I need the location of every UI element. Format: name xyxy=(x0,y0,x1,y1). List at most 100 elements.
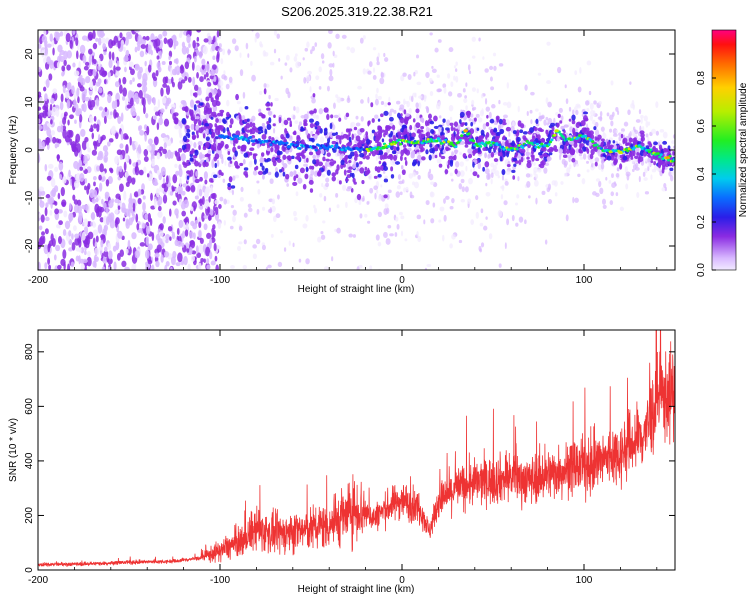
spectrogram-cell xyxy=(95,37,99,42)
spectrogram-cell xyxy=(423,219,426,225)
spectrogram-cell xyxy=(546,80,552,85)
spectrogram-cell xyxy=(520,156,524,163)
spectrogram-cell xyxy=(375,135,380,142)
spectrogram-cell xyxy=(206,232,212,239)
spectrogram-cell xyxy=(44,163,48,172)
spectrogram-cell xyxy=(103,51,107,56)
spectrogram-cell xyxy=(622,155,628,161)
ridge-point xyxy=(626,149,630,153)
spectrogram-cell xyxy=(68,247,73,252)
spectrogram-cell xyxy=(67,263,71,270)
spectrogram-cell xyxy=(194,219,199,224)
spectrogram-cell xyxy=(381,138,385,143)
spectrogram-cell xyxy=(162,148,167,155)
spectrogram-cell xyxy=(94,85,98,92)
spectrogram-cell xyxy=(104,106,108,113)
spectrogram-cell xyxy=(164,264,168,270)
spectrogram-cell xyxy=(227,151,231,155)
spectrogram-cell xyxy=(47,243,51,253)
spectrogram-cell xyxy=(442,234,445,242)
spectrogram-cell xyxy=(588,141,592,147)
spectrogram-cell xyxy=(393,109,397,114)
spectrogram-cell xyxy=(134,63,140,70)
y-tick-label: -10 xyxy=(24,190,35,205)
spectrogram-cell xyxy=(613,133,618,137)
spectrogram-cell xyxy=(286,155,292,160)
x-tick-label: -100 xyxy=(210,275,230,286)
spectrogram-cell xyxy=(223,70,226,75)
spectrogram-cell xyxy=(140,39,147,45)
spectrogram-cell xyxy=(313,207,317,214)
spectrogram-cell xyxy=(592,191,597,196)
spectrogram-cell xyxy=(175,170,180,176)
spectrogram-cell xyxy=(336,227,341,234)
ridge-point xyxy=(342,146,346,150)
spectrogram-cell xyxy=(411,171,417,177)
spectrogram-cell xyxy=(498,63,504,67)
spectrogram-cell xyxy=(579,156,584,160)
spectrogram-cell xyxy=(184,76,188,82)
spectrogram-cell xyxy=(181,144,186,151)
spectrogram-cell xyxy=(318,66,322,73)
spectrogram-cell xyxy=(216,144,221,151)
spectrogram-cell xyxy=(384,102,388,107)
spectrogram-cell xyxy=(409,136,415,141)
spectrogram-cell xyxy=(467,64,471,71)
spectrogram-cell xyxy=(195,245,199,254)
spectrogram-cell xyxy=(436,158,442,164)
spectrogram-cell xyxy=(360,99,364,104)
spectrogram-cell xyxy=(145,236,150,246)
spectrogram-cell xyxy=(640,136,645,142)
spectrogram-cell xyxy=(295,106,300,114)
x-tick-label: -200 xyxy=(28,575,48,586)
spectrogram-cell xyxy=(266,123,272,131)
spectrogram-cell xyxy=(504,242,507,250)
spectrogram-cell xyxy=(651,168,657,173)
spectrogram-cell xyxy=(335,33,340,40)
spectrogram-cell xyxy=(305,75,311,83)
spectrogram-cell xyxy=(189,157,194,162)
spectrogram-cell xyxy=(168,60,173,66)
spectrogram-cell xyxy=(309,122,314,129)
spectrogram-cell xyxy=(245,301,248,305)
spectrogram-cell xyxy=(283,247,287,252)
spectrogram-cell xyxy=(160,166,166,176)
spectrogram-cell xyxy=(303,121,307,127)
spectrogram-cell xyxy=(293,130,297,136)
spectrogram-cell xyxy=(278,169,283,173)
spectrogram-cell xyxy=(211,88,218,95)
spectrogram-cell xyxy=(153,198,157,209)
spectrogram-cell xyxy=(628,151,634,158)
spectrogram-cell xyxy=(315,75,320,81)
spectrogram-cell xyxy=(236,101,241,105)
spectrogram-cell xyxy=(375,234,380,241)
spectrogram-cell xyxy=(400,165,404,170)
spectrogram-cell xyxy=(361,272,364,277)
spectrogram-cell xyxy=(136,44,141,52)
spectrogram-cell xyxy=(401,179,405,184)
spectrogram-cell xyxy=(48,196,55,205)
spectrogram-cell xyxy=(486,114,489,119)
spectrogram-cell xyxy=(196,129,199,136)
spectrogram-cell xyxy=(402,144,407,148)
spectrogram-cell xyxy=(269,61,275,66)
spectrogram-cell xyxy=(539,115,545,120)
spectrogram-cell xyxy=(460,122,466,126)
spectrogram-cell xyxy=(537,168,542,173)
spectrogram-cell xyxy=(647,121,651,126)
spectrogram-cell xyxy=(544,162,550,166)
spectrogram-cell xyxy=(108,138,114,143)
spectrogram-cell xyxy=(81,231,86,241)
spectrogram-cell xyxy=(457,124,461,130)
spectrogram-cell xyxy=(535,108,539,112)
spectrogram-cell xyxy=(269,178,274,185)
spectrogram-cell xyxy=(114,81,120,88)
spectrogram-cell xyxy=(412,159,418,166)
spectrogram-cell xyxy=(160,108,165,114)
spectrogram-cell xyxy=(642,171,646,177)
spectrogram-cell xyxy=(292,114,296,120)
spectrogram-cell xyxy=(240,13,245,16)
spectrogram-cell xyxy=(68,169,71,178)
spectrogram-cell xyxy=(251,74,256,82)
spectrogram-cell xyxy=(364,213,368,218)
